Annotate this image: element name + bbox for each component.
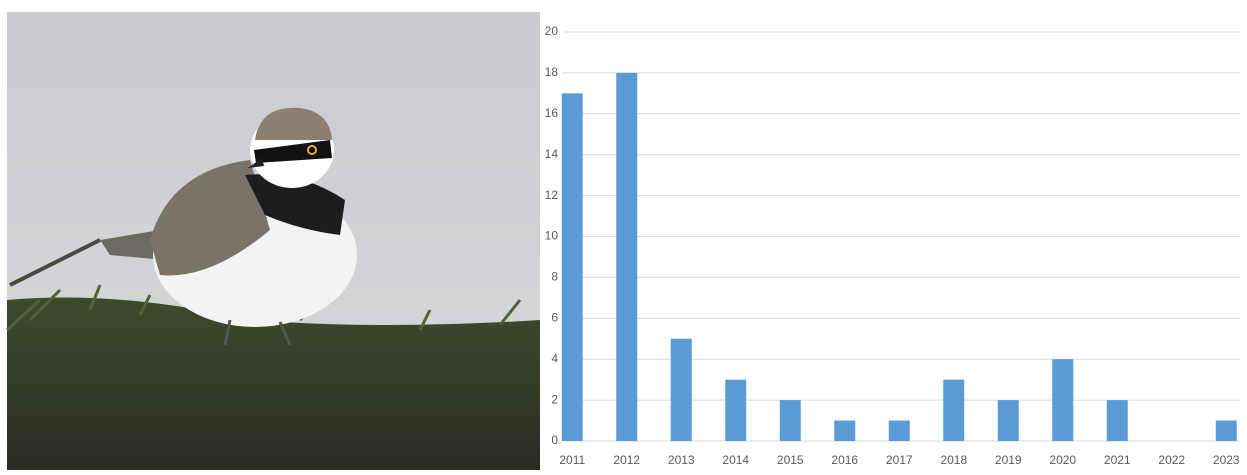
x-tick-label: 2011 [559, 453, 585, 467]
bird-photo [5, 12, 540, 470]
y-tick-label: 8 [551, 270, 558, 284]
y-tick-label: 0 [551, 433, 558, 447]
chart: 0 2 4 6 8 10 12 14 16 18 20 2011 2012 2013 2014 2015 201… [545, 24, 1240, 467]
y-tick-label: 20 [545, 24, 559, 38]
bar [779, 400, 801, 441]
y-tick-label: 10 [545, 229, 559, 243]
y-tick-label: 16 [545, 106, 559, 120]
bar [1215, 420, 1237, 441]
y-tick-label: 18 [545, 65, 559, 79]
x-tick-label: 2023 [1213, 453, 1240, 467]
x-tick-label: 2020 [1049, 453, 1076, 467]
x-tick-label: 2016 [831, 453, 858, 467]
bar [616, 72, 638, 442]
x-tick-label: 2015 [777, 453, 804, 467]
x-tick-label: 2013 [668, 453, 695, 467]
bar [561, 93, 583, 441]
y-tick-label: 14 [545, 147, 559, 161]
y-tick-label: 2 [551, 392, 558, 406]
x-tick-label: 2017 [886, 453, 913, 467]
x-tick-label: 2022 [1158, 453, 1185, 467]
bar [1106, 400, 1128, 441]
bar [997, 400, 1019, 441]
y-tick-label: 6 [551, 310, 558, 324]
bar [943, 379, 965, 441]
bar [725, 379, 747, 441]
y-tick-label: 4 [551, 351, 558, 365]
bar [834, 420, 856, 441]
x-tick-label: 2019 [995, 453, 1022, 467]
x-tick-label: 2014 [722, 453, 749, 467]
bar [888, 420, 910, 441]
x-tick-label: 2021 [1104, 453, 1131, 467]
bar [670, 338, 692, 441]
y-tick-label: 12 [545, 188, 559, 202]
x-tick-label: 2012 [613, 453, 640, 467]
bar [1052, 359, 1074, 441]
x-tick-label: 2018 [940, 453, 967, 467]
